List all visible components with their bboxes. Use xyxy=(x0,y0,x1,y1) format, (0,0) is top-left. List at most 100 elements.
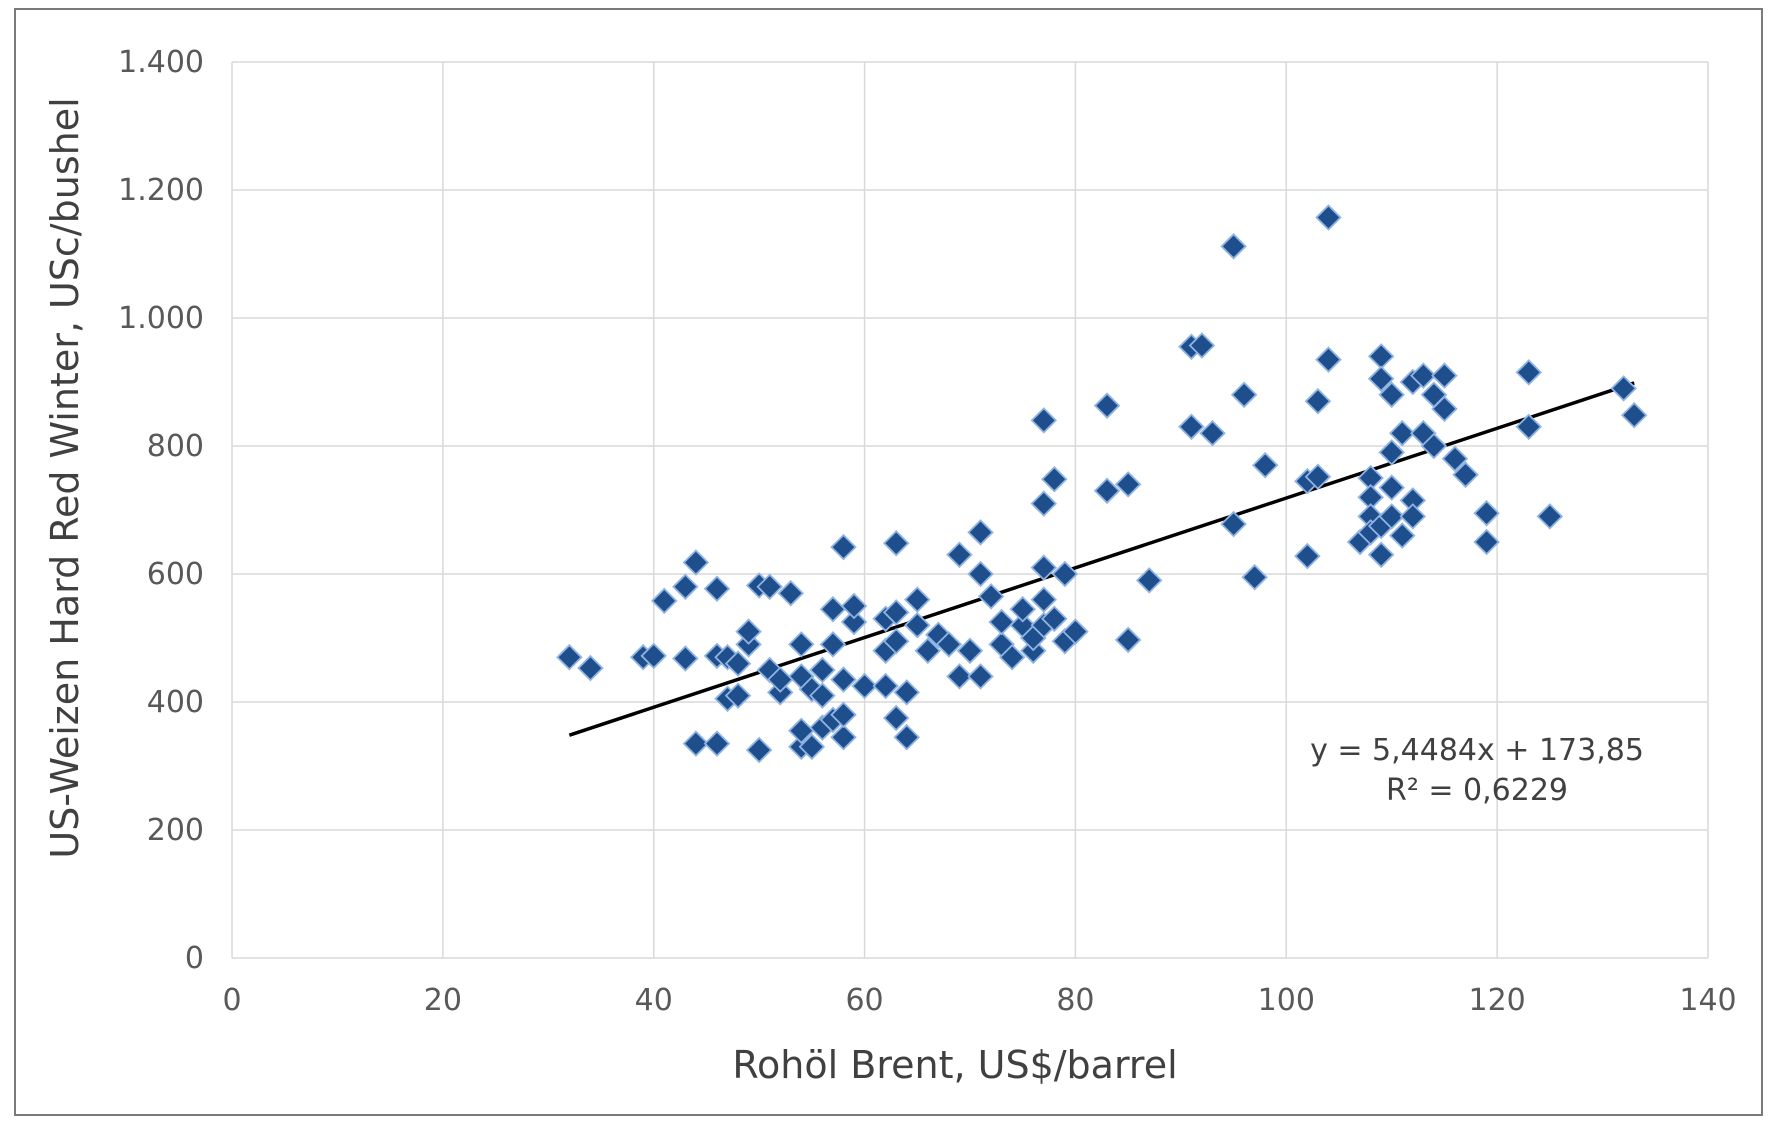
data-point xyxy=(798,733,826,761)
y-tick-label: 0 xyxy=(185,941,204,976)
data-point xyxy=(1367,343,1395,370)
data-point xyxy=(1610,375,1637,402)
data-point xyxy=(1093,477,1121,505)
data-point xyxy=(882,599,910,626)
data-point xyxy=(1304,463,1332,490)
data-point xyxy=(1093,392,1121,419)
data-point xyxy=(640,642,667,670)
data-point xyxy=(1378,474,1405,501)
data-point xyxy=(1473,528,1500,556)
data-points xyxy=(556,204,1648,764)
data-point xyxy=(1178,413,1205,441)
data-point xyxy=(1620,402,1648,429)
data-point xyxy=(882,530,910,557)
data-point xyxy=(882,627,910,655)
data-point xyxy=(703,730,731,757)
y-tick-label: 1.200 xyxy=(118,173,204,208)
trendline xyxy=(568,381,1635,737)
x-tick-label: 40 xyxy=(635,983,673,1018)
data-point xyxy=(1378,381,1405,409)
data-point xyxy=(830,723,857,751)
r-squared-label: R² = 0,6229 xyxy=(1386,773,1568,808)
data-point xyxy=(724,650,752,677)
data-point xyxy=(1304,387,1332,415)
data-point xyxy=(1114,471,1142,498)
data-point xyxy=(882,704,910,732)
data-point xyxy=(1388,522,1416,549)
data-point xyxy=(1315,204,1342,231)
x-tick-label: 120 xyxy=(1469,983,1526,1018)
data-point xyxy=(819,631,847,658)
data-point xyxy=(914,637,942,665)
data-point xyxy=(1441,445,1469,473)
data-point xyxy=(956,637,984,665)
data-point xyxy=(1241,563,1268,591)
data-point xyxy=(788,717,815,745)
y-tick-label: 800 xyxy=(147,429,204,464)
data-point xyxy=(872,672,899,700)
data-point xyxy=(1030,490,1058,517)
data-point xyxy=(682,549,710,576)
x-axis-title: Rohöl Brent, US$/barrel xyxy=(732,1043,1177,1087)
data-point xyxy=(1220,510,1247,538)
y-tick-label: 200 xyxy=(147,813,204,848)
data-point xyxy=(830,533,857,561)
y-tick-label: 600 xyxy=(147,557,204,592)
data-point xyxy=(1367,541,1395,569)
grid-lines xyxy=(231,61,1709,959)
data-point xyxy=(1041,605,1068,633)
y-axis-title: US-Weizen Hard Red Winter, USc/bushel xyxy=(43,97,87,858)
data-point xyxy=(904,586,931,613)
data-point xyxy=(967,560,994,588)
data-point xyxy=(1135,567,1163,594)
data-point xyxy=(893,723,921,751)
data-point xyxy=(735,618,762,645)
y-tick-label: 400 xyxy=(147,685,204,720)
data-point xyxy=(830,666,857,693)
data-point xyxy=(935,631,963,658)
data-point xyxy=(1378,503,1405,530)
tick-labels: 0 200 400 600 800 1.000 1.200 1.400 0 20 40 60 80 100… xyxy=(118,45,1737,1018)
x-tick-label: 100 xyxy=(1258,983,1315,1018)
data-point xyxy=(1230,381,1258,409)
data-point xyxy=(1536,503,1564,530)
data-point xyxy=(1009,595,1036,623)
data-point xyxy=(1220,233,1247,260)
data-point xyxy=(967,663,994,690)
data-point xyxy=(904,611,931,639)
data-point xyxy=(1030,407,1058,434)
x-tick-label: 80 xyxy=(1056,983,1094,1018)
data-point xyxy=(682,730,710,757)
data-point xyxy=(988,608,1015,636)
data-point xyxy=(830,701,857,729)
data-point xyxy=(1399,503,1427,530)
data-point xyxy=(703,575,731,602)
data-point xyxy=(788,631,815,658)
data-point xyxy=(1410,362,1437,389)
x-tick-label: 0 xyxy=(222,983,241,1018)
data-point xyxy=(1452,461,1479,489)
data-point xyxy=(1315,346,1342,373)
data-point xyxy=(840,608,868,636)
data-point xyxy=(1515,413,1543,441)
data-point xyxy=(1388,419,1416,447)
data-point xyxy=(1030,554,1058,581)
trendline-layer xyxy=(568,381,1635,737)
y-tick-label: 1.000 xyxy=(118,301,204,336)
data-point xyxy=(893,679,921,706)
data-point xyxy=(1030,586,1058,613)
data-point xyxy=(1420,432,1448,460)
data-point xyxy=(1051,560,1079,588)
data-point xyxy=(967,519,994,546)
data-point xyxy=(766,666,794,693)
data-point xyxy=(840,592,868,620)
data-point xyxy=(650,587,678,615)
data-point xyxy=(1114,626,1142,654)
data-point xyxy=(1473,499,1500,527)
x-tick-label: 20 xyxy=(424,983,462,1018)
data-point xyxy=(724,682,752,709)
data-point xyxy=(777,579,805,607)
data-point xyxy=(556,643,583,671)
data-point xyxy=(1188,332,1216,359)
data-point xyxy=(809,656,836,684)
